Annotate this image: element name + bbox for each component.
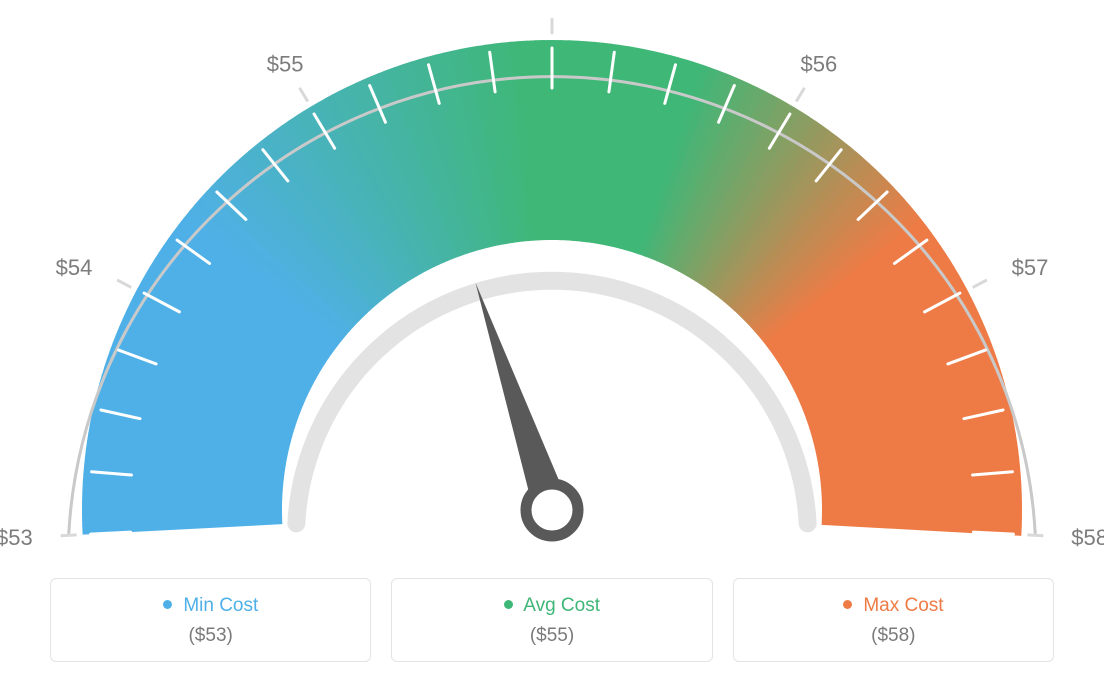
legend-card-avg: Avg Cost ($55) xyxy=(391,578,712,662)
legend-label-min: Min Cost xyxy=(183,595,258,616)
legend-title-min: Min Cost xyxy=(51,595,370,617)
legend-card-max: Max Cost ($58) xyxy=(733,578,1054,662)
svg-text:$53: $53 xyxy=(0,525,33,550)
legend-label-max: Max Cost xyxy=(863,595,943,616)
svg-text:$58: $58 xyxy=(1071,525,1104,550)
legend-title-avg: Avg Cost xyxy=(392,595,711,617)
legend-row: Min Cost ($53) Avg Cost ($55) Max Cost (… xyxy=(0,578,1104,662)
dot-icon xyxy=(843,600,852,609)
gauge-chart: $53 $54 $55 $55 $56 $57 $58 xyxy=(0,0,1104,560)
svg-text:$56: $56 xyxy=(800,52,837,77)
svg-text:$55: $55 xyxy=(267,52,304,77)
legend-card-min: Min Cost ($53) xyxy=(50,578,371,662)
dot-icon xyxy=(163,600,172,609)
svg-text:$54: $54 xyxy=(56,255,93,280)
svg-text:$57: $57 xyxy=(1012,255,1049,280)
legend-label-avg: Avg Cost xyxy=(523,595,600,616)
svg-text:$55: $55 xyxy=(534,0,571,3)
legend-value-max: ($58) xyxy=(734,625,1053,647)
dot-icon xyxy=(504,600,513,609)
legend-title-max: Max Cost xyxy=(734,595,1053,617)
legend-value-avg: ($55) xyxy=(392,625,711,647)
legend-value-min: ($53) xyxy=(51,625,370,647)
gauge-svg: $53 $54 $55 $55 $56 $57 $58 xyxy=(0,0,1104,560)
